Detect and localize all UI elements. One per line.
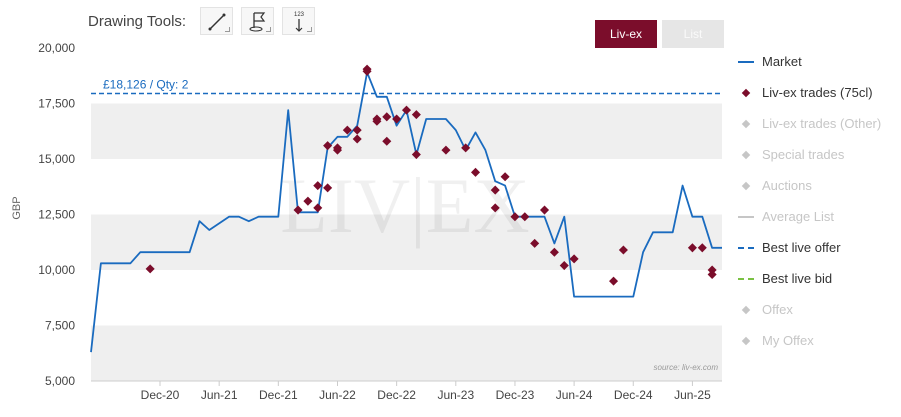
flag-marker-tool-button[interactable] bbox=[241, 7, 275, 35]
flag-marker-tool-icon bbox=[249, 12, 266, 32]
best-offer-label: £18,126 / Qty: 2 bbox=[103, 78, 189, 92]
legend-item[interactable]: Liv-ex trades (75cl) bbox=[738, 77, 898, 108]
line-marker-icon bbox=[738, 242, 756, 254]
plot-band bbox=[91, 214, 722, 270]
legend-label: Best live offer bbox=[762, 240, 841, 255]
chart-legend: Market Liv-ex trades (75cl) Liv-ex trades … bbox=[738, 46, 898, 356]
trade-point[interactable] bbox=[609, 276, 619, 286]
legend-label: Liv-ex trades (75cl) bbox=[762, 85, 873, 100]
market-line bbox=[90, 71, 722, 353]
x-tick-label: Dec-23 bbox=[496, 388, 535, 402]
y-tick-label: 20,000 bbox=[38, 41, 75, 55]
measure-tool-badge: 123 bbox=[294, 12, 305, 18]
x-tick-label: Jun-24 bbox=[556, 388, 593, 402]
trade-point[interactable] bbox=[362, 66, 372, 76]
legend-item[interactable]: Best live bid bbox=[738, 263, 898, 294]
diamond-marker-icon bbox=[738, 335, 756, 347]
x-tick-label: Dec-22 bbox=[377, 388, 416, 402]
market-series bbox=[90, 71, 722, 353]
svg-text:LIV|EX: LIV|EX bbox=[280, 162, 530, 249]
diamond-marker-icon bbox=[738, 118, 756, 130]
legend-item[interactable]: Auctions bbox=[738, 170, 898, 201]
legend-label: My Offex bbox=[762, 333, 814, 348]
diamond-marker-icon bbox=[738, 180, 756, 192]
y-tick-label: 12,500 bbox=[38, 208, 75, 222]
legend-item[interactable]: Average List bbox=[738, 201, 898, 232]
legend-label: Auctions bbox=[762, 178, 812, 193]
legend-label: Liv-ex trades (Other) bbox=[762, 116, 882, 131]
trend-line-tool-icon bbox=[208, 13, 226, 31]
y-axis: 5,000 7,500 10,000 12,500 15,000 17,500 20,000 bbox=[38, 41, 75, 388]
line-marker-icon bbox=[738, 273, 756, 285]
plot-band bbox=[91, 325, 722, 381]
legend-item[interactable]: My Offex bbox=[738, 325, 898, 356]
liv-ex-toggle-button[interactable]: Liv-ex bbox=[595, 20, 657, 48]
drawing-toolbar: Drawing Tools: 123 bbox=[88, 6, 323, 36]
legend-label: Best live bid bbox=[762, 271, 833, 286]
legend-item[interactable]: Special trades bbox=[738, 139, 898, 170]
trade-point[interactable] bbox=[411, 110, 421, 120]
y-tick-label: 17,500 bbox=[38, 97, 75, 111]
plot-bands bbox=[91, 103, 722, 381]
watermark: LIV|EX bbox=[280, 162, 530, 249]
x-tick-label: Dec-24 bbox=[614, 388, 653, 402]
diamond-marker-icon bbox=[738, 149, 756, 161]
y-axis-label: GBP bbox=[11, 196, 23, 219]
legend-item[interactable]: Offex bbox=[738, 294, 898, 325]
legend-item[interactable]: Market bbox=[738, 46, 898, 77]
y-tick-label: 10,000 bbox=[38, 263, 75, 277]
y-tick-label: 5,000 bbox=[45, 374, 75, 388]
legend-label: Market bbox=[762, 54, 802, 69]
x-tick-label: Dec-20 bbox=[141, 388, 180, 402]
x-tick-label: Jun-21 bbox=[201, 388, 238, 402]
list-toggle-button[interactable]: List bbox=[662, 20, 724, 48]
legend-item[interactable]: Liv-ex trades (Other) bbox=[738, 108, 898, 139]
trend-line-tool-button[interactable] bbox=[200, 7, 234, 35]
y-tick-label: 15,000 bbox=[38, 152, 75, 166]
best-live-offer: £18,126 / Qty: 2 bbox=[91, 78, 722, 95]
legend-label: Offex bbox=[762, 302, 793, 317]
x-tick-label: Jun-25 bbox=[674, 388, 711, 402]
source-note: source: liv-ex.com bbox=[654, 363, 719, 372]
x-axis: Dec-20 Jun-21 Dec-21 Jun-22 Dec-22 Jun-23 Dec-… bbox=[91, 380, 722, 402]
trade-point[interactable] bbox=[145, 264, 155, 274]
drawing-tools-label: Drawing Tools: bbox=[88, 12, 187, 30]
diamond-marker-icon bbox=[738, 304, 756, 316]
x-tick-label: Jun-23 bbox=[437, 388, 474, 402]
legend-label: Average List bbox=[762, 209, 835, 224]
trade-point[interactable] bbox=[382, 112, 392, 122]
trade-point[interactable] bbox=[540, 205, 550, 215]
x-tick-label: Jun-22 bbox=[319, 388, 356, 402]
measure-tool-button[interactable]: 123 bbox=[282, 7, 316, 35]
y-tick-label: 7,500 bbox=[45, 319, 75, 333]
legend-item[interactable]: Best live offer bbox=[738, 232, 898, 263]
diamond-marker-icon bbox=[738, 87, 756, 99]
line-marker-icon bbox=[738, 211, 756, 223]
line-marker-icon bbox=[738, 56, 756, 68]
x-tick-label: Dec-21 bbox=[259, 388, 298, 402]
measure-tool-icon: 123 bbox=[294, 12, 305, 32]
legend-label: Special trades bbox=[762, 147, 845, 162]
